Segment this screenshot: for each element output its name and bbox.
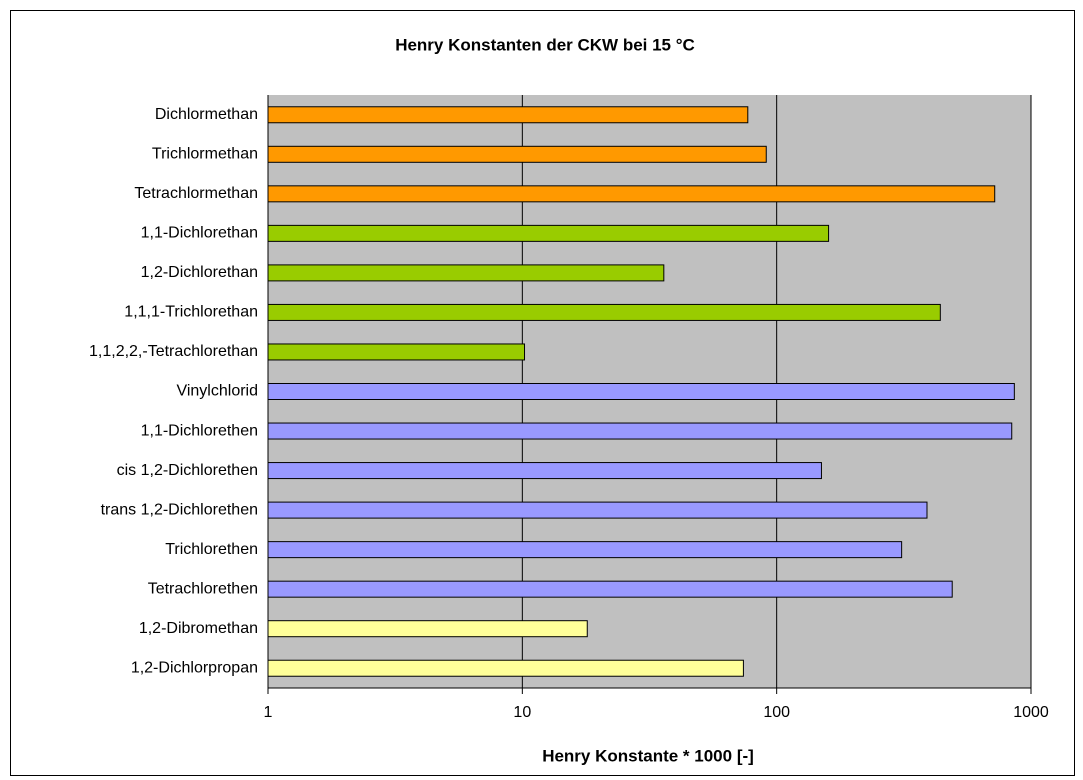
bar [267, 422, 1013, 440]
bar [267, 383, 1015, 400]
y-tick-label: 1,1-Dichlorethan [141, 225, 258, 242]
bar [267, 343, 526, 361]
y-tick-label: 1,1,1-Trichlorethan [124, 304, 258, 321]
y-tick-label: trans 1,2-Dichlorethen [101, 501, 258, 518]
bar [267, 659, 744, 677]
y-tick-label: Trichlorethen [165, 541, 258, 558]
bar [267, 541, 903, 559]
bar [267, 185, 996, 203]
bar [267, 501, 928, 519]
y-tick-label: 1,1,2,2,-Tetrachlorethan [89, 343, 258, 360]
bar [267, 264, 665, 282]
y-tick-label: 1,1-Dichlorethen [141, 422, 258, 439]
bar [267, 580, 953, 598]
x-tick-label: 1 [264, 704, 273, 721]
y-tick-label: Trichlormethan [152, 146, 258, 163]
bar [267, 106, 749, 124]
bar [267, 303, 941, 321]
chart-title: Henry Konstanten der CKW bei 15 °C [395, 35, 695, 54]
x-tick-label: 10 [513, 704, 531, 721]
y-tick-label: Tetrachlorethen [148, 580, 258, 597]
y-tick-label: Vinylchlorid [176, 383, 258, 400]
y-tick-label: Dichlormethan [155, 106, 258, 123]
bar [267, 224, 830, 242]
y-tick-label: 1,2-Dichlorethan [141, 264, 258, 281]
x-axis-label: Henry Konstante * 1000 [-] [542, 746, 754, 765]
bar [267, 145, 767, 163]
y-tick-label: 1,2-Dibromethan [139, 620, 258, 637]
x-tick-label: 100 [763, 704, 790, 721]
x-tick-label: 1000 [1013, 704, 1049, 721]
bar [267, 620, 588, 638]
y-tick-label: 1,2-Dichlorpropan [131, 659, 258, 676]
y-tick-label: cis 1,2-Dichlorethen [117, 462, 258, 479]
bar [267, 462, 822, 480]
y-tick-label: Tetrachlormethan [134, 185, 258, 202]
